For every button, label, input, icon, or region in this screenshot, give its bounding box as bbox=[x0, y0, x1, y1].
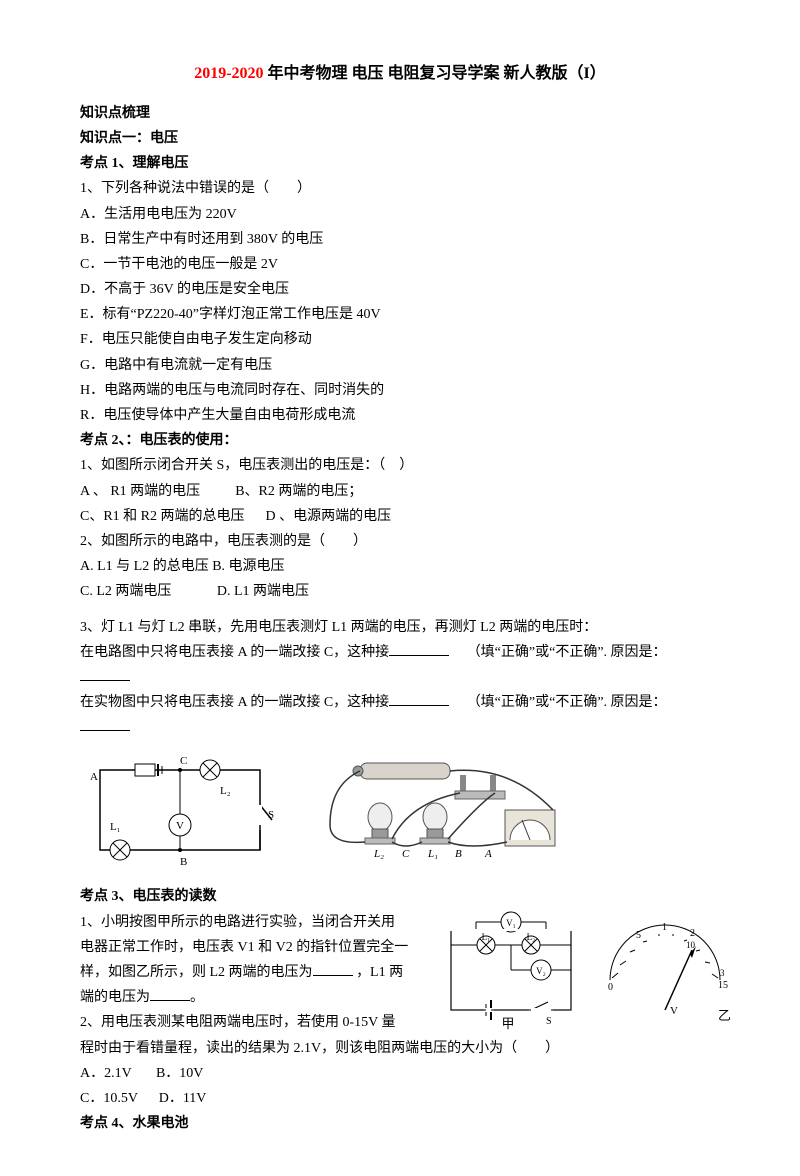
svg-text:甲: 甲 bbox=[501, 1016, 514, 1030]
heading-cp2: 考点 2、：电压表的使用： bbox=[80, 428, 720, 453]
page-title: 2019-2020 年中考物理 电压 电阻复习导学案 新人教版（I） bbox=[80, 60, 720, 89]
heading-cp4: 考点 4、水果电池 bbox=[80, 1111, 720, 1136]
cp3-q1d: 端的电压为 。 bbox=[80, 985, 422, 1010]
cp2-q1c: C、R1 和 R2 两端的总电压 bbox=[80, 509, 245, 524]
cp3-q1c: 样，如图乙所示，则 L2 两端的电压为 ，L1 两 bbox=[80, 960, 422, 985]
svg-text:L₂: L₂ bbox=[220, 785, 231, 797]
circuit-photo-right: L₂ C L₁ B A bbox=[310, 755, 530, 865]
cp2-q3b-blank bbox=[80, 665, 720, 690]
cp3-q2b: 程时由于看错量程，读出的结果为 2.1V，则该电阻两端电压的大小为（ ） bbox=[80, 1036, 720, 1061]
title-rest: 年中考物理 电压 电阻复习导学案 新人教版（I） bbox=[264, 65, 606, 82]
meter-yi: 0 5 1 2 10 15 3 V 乙 bbox=[600, 910, 720, 1020]
cp2-q1b: B、R2 两端的电压； bbox=[235, 484, 362, 499]
svg-text:1: 1 bbox=[662, 922, 667, 933]
svg-text:S: S bbox=[268, 809, 274, 821]
cp1-h: H．电路两端的电压与电流同时存在、同时消失的 bbox=[80, 378, 720, 403]
svg-text:C: C bbox=[180, 755, 187, 767]
cp3-q2a-opt: A．2.1V bbox=[80, 1066, 131, 1081]
blank-2 bbox=[80, 667, 130, 681]
cp1-d: D．不高于 36V 的电压是安全电压 bbox=[80, 277, 720, 302]
cp3-q1d-suf: 。 bbox=[190, 990, 204, 1005]
figures-row: V A C L₂ S L₁ B bbox=[80, 750, 720, 870]
svg-text:3: 3 bbox=[720, 968, 725, 978]
svg-text:L₂: L₂ bbox=[373, 848, 384, 860]
svg-text:L₁: L₁ bbox=[427, 848, 438, 860]
cp1-e: E．标有“PZ220-40”字样灯泡正常工作电压是 40V bbox=[80, 302, 720, 327]
cp3-q2-opts1: A．2.1V B．10V bbox=[80, 1061, 720, 1086]
blank-4 bbox=[80, 717, 130, 731]
cp2-q1-row2: C、R1 和 R2 两端的总电压 D 、电源两端的电压 bbox=[80, 504, 720, 529]
cp2-q3b: 在电路图中只将电压表接 A 的一端改接 C，这种接 （填“正确”或“不正确”. … bbox=[80, 640, 720, 665]
cp2-q1: 1、如图所示闭合开关 S，电压表测出的电压是：（ ） bbox=[80, 453, 720, 478]
svg-text:B: B bbox=[455, 848, 462, 860]
blank-1 bbox=[389, 642, 449, 656]
svg-text:L₁: L₁ bbox=[482, 932, 491, 942]
cp2-q3c: 在实物图中只将电压表接 A 的一端改接 C，这种接 （填“正确”或“不正确”. … bbox=[80, 690, 720, 715]
circuit-jia: V₁ L₁ L₂ V₂ bbox=[436, 910, 586, 1030]
svg-text:L₁: L₁ bbox=[110, 821, 121, 833]
cp3-q2d-opt: D．11V bbox=[159, 1091, 207, 1106]
heading-cp3: 考点 3、电压表的读数 bbox=[80, 884, 720, 909]
cp2-q3b-pre: 在电路图中只将电压表接 A 的一端改接 C，这种接 bbox=[80, 645, 389, 660]
cp3-q1a: 1、小明按图甲所示的电路进行实验，当闭合开关用 bbox=[80, 910, 422, 935]
cp2-q1-row1: A 、 R1 两端的电压 B、R2 两端的电压； bbox=[80, 479, 720, 504]
svg-text:乙: 乙 bbox=[718, 1008, 730, 1023]
cp1-b: B．日常生产中有时还用到 380V 的电压 bbox=[80, 227, 720, 252]
cp1-f: F．电压只能使自由电子发生定向移动 bbox=[80, 327, 720, 352]
cp3-q2a: 2、用电压表测某电阻两端电压时，若使用 0-15V 量 bbox=[80, 1010, 422, 1035]
blank-5 bbox=[313, 962, 353, 976]
cp3-q1c-suf: ，L1 两 bbox=[356, 965, 403, 980]
svg-text:A: A bbox=[90, 771, 98, 783]
cp2-q2c: C. L2 两端电压 bbox=[80, 584, 171, 599]
cp2-q2-row1: A. L1 与 L2 的总电压 B. 电源电压 bbox=[80, 554, 720, 579]
heading-knowledge: 知识点梳理 bbox=[80, 101, 720, 126]
cp1-q1: 1、下列各种说法中错误的是（ ） bbox=[80, 176, 720, 201]
cp2-q1d: D 、电源两端的电压 bbox=[266, 509, 392, 524]
svg-text:5: 5 bbox=[636, 930, 641, 941]
circuit-diagram-left: V A C L₂ S L₁ B bbox=[80, 750, 280, 870]
cp3-q2-opts2: C．10.5V D．11V bbox=[80, 1086, 720, 1111]
svg-text:B: B bbox=[180, 856, 187, 868]
svg-text:V: V bbox=[176, 820, 184, 832]
svg-text:S: S bbox=[546, 1016, 552, 1027]
cp2-q2: 2、如图所示的电路中，电压表测的是（ ） bbox=[80, 529, 720, 554]
cp2-q2-row2: C. L2 两端电压 D. L1 两端电压 bbox=[80, 579, 720, 604]
svg-text:L₂: L₂ bbox=[527, 932, 536, 942]
svg-text:0: 0 bbox=[608, 982, 613, 993]
cp2-q3c-blank bbox=[80, 715, 720, 740]
cp2-q3a: 3、灯 L1 与灯 L2 串联，先用电压表测灯 L1 两端的电压，再测灯 L2 … bbox=[80, 615, 720, 640]
title-year: 2019-2020 bbox=[194, 65, 263, 82]
svg-text:V: V bbox=[670, 1005, 678, 1017]
cp3-q1d-pre: 端的电压为 bbox=[80, 990, 150, 1005]
cp1-a: A．生活用电电压为 220V bbox=[80, 202, 720, 227]
blank-3 bbox=[389, 692, 449, 706]
cp2-q3c-suf: （填“正确”或“不正确”. 原因是： bbox=[467, 695, 667, 710]
heading-kp1: 知识点一：电压 bbox=[80, 126, 720, 151]
cp3-row: 1、小明按图甲所示的电路进行实验，当闭合开关用 电器正常工作时，电压表 V1 和… bbox=[80, 910, 720, 1036]
cp3-q1c-pre: 样，如图乙所示，则 L2 两端的电压为 bbox=[80, 965, 313, 980]
svg-text:2: 2 bbox=[690, 928, 695, 939]
cp1-c: C．一节干电池的电压一般是 2V bbox=[80, 252, 720, 277]
cp2-q3b-suf: （填“正确”或“不正确”. 原因是： bbox=[467, 645, 667, 660]
cp3-q1b: 电器正常工作时，电压表 V1 和 V2 的指针位置完全一 bbox=[80, 935, 422, 960]
blank-6 bbox=[150, 987, 190, 1001]
cp2-q1a: A 、 R1 两端的电压 bbox=[80, 484, 200, 499]
cp3-q2b-opt: B．10V bbox=[156, 1066, 203, 1081]
svg-text:10: 10 bbox=[686, 940, 696, 950]
svg-text:V₁: V₁ bbox=[506, 918, 516, 928]
svg-text:A: A bbox=[484, 848, 492, 860]
cp3-text: 1、小明按图甲所示的电路进行实验，当闭合开关用 电器正常工作时，电压表 V1 和… bbox=[80, 910, 422, 1036]
svg-text:15: 15 bbox=[718, 980, 728, 991]
cp2-q3c-pre: 在实物图中只将电压表接 A 的一端改接 C，这种接 bbox=[80, 695, 389, 710]
cp1-g: G．电路中有电流就一定有电压 bbox=[80, 353, 720, 378]
svg-text:C: C bbox=[402, 848, 410, 860]
svg-text:V₂: V₂ bbox=[536, 966, 546, 976]
cp3-q2c-opt: C．10.5V bbox=[80, 1091, 138, 1106]
heading-cp1: 考点 1、理解电压 bbox=[80, 151, 720, 176]
cp1-r: R．电压使导体中产生大量自由电荷形成电流 bbox=[80, 403, 720, 428]
cp2-q2d: D. L1 两端电压 bbox=[217, 584, 309, 599]
